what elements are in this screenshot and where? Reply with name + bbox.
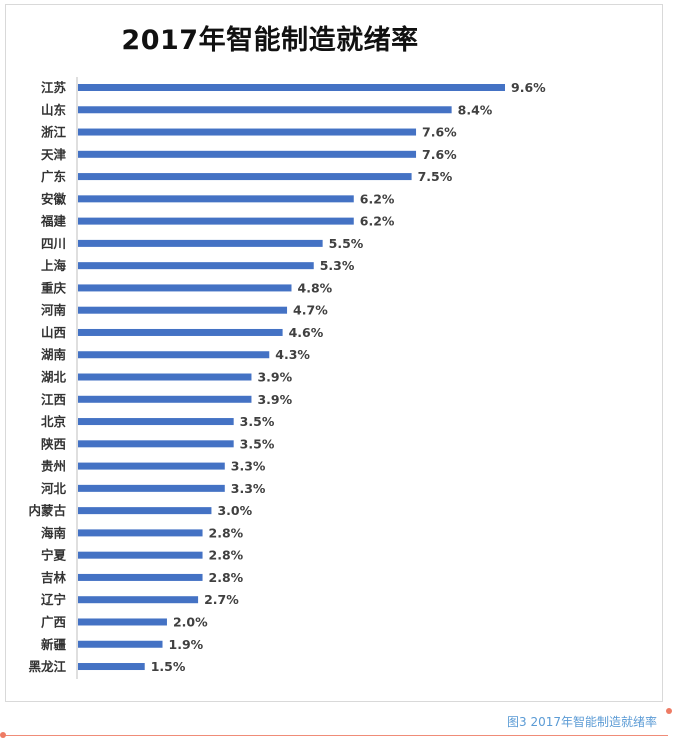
bar (78, 596, 199, 604)
category-label: 辽宁 (41, 592, 66, 607)
data-label: 2.0% (173, 614, 208, 629)
bar (78, 195, 354, 203)
caption-divider (2, 735, 668, 736)
bar (78, 84, 505, 91)
bar (78, 529, 203, 537)
data-label: 4.7% (293, 303, 328, 318)
chart-title: 2017年智能制造就绪率 (121, 25, 419, 56)
bar (78, 640, 163, 648)
data-label: 2.8% (209, 570, 244, 585)
bar (78, 418, 234, 426)
category-label: 浙江 (41, 125, 67, 140)
bar (78, 551, 203, 559)
bar (78, 507, 212, 515)
category-label: 吉林 (41, 570, 67, 585)
category-label: 江西 (41, 392, 66, 407)
category-label: 重庆 (41, 280, 67, 295)
bar (78, 373, 252, 381)
bar (78, 284, 292, 292)
bar (78, 262, 314, 270)
data-label: 2.8% (209, 548, 244, 563)
category-label: 广西 (41, 614, 66, 629)
data-label: 5.5% (329, 236, 364, 251)
category-label: 天津 (41, 147, 67, 162)
category-label: 江苏 (41, 80, 67, 95)
data-label: 2.8% (209, 525, 244, 540)
category-label: 湖北 (41, 370, 67, 385)
category-label: 山东 (41, 102, 67, 117)
bar-chart: 江苏 9.6% 山东 8.4% 浙江 7.6% 天津 7.6% 广东 7.5% 安徽 6.2% 福建 6.… (28, 77, 546, 679)
data-label: 4.3% (275, 347, 310, 362)
bar (78, 395, 252, 403)
data-label: 7.5% (418, 169, 453, 184)
category-label: 陕西 (41, 436, 66, 451)
bar (78, 173, 412, 181)
data-label: 2.7% (204, 592, 239, 607)
divider-dot-left (0, 732, 6, 738)
data-label: 3.5% (240, 436, 275, 451)
bar (78, 328, 283, 336)
data-label: 6.2% (360, 214, 395, 229)
divider-dot-right (666, 708, 672, 714)
category-label: 河北 (41, 481, 67, 496)
bar (78, 462, 225, 470)
data-label: 3.9% (257, 370, 292, 385)
bars-layer: 江苏 9.6% 山东 8.4% 浙江 7.6% 天津 7.6% 广东 7.5% 安徽 6.2% 福建 6.… (28, 80, 546, 674)
category-label: 福建 (40, 214, 67, 229)
data-label: 1.5% (151, 659, 186, 674)
category-label: 山西 (41, 325, 66, 340)
bar (78, 239, 323, 247)
bar (78, 440, 234, 448)
bar (78, 217, 354, 225)
bar (78, 351, 270, 359)
category-label: 宁夏 (41, 548, 67, 563)
bar (78, 128, 417, 136)
category-label: 黑龙江 (28, 659, 66, 674)
data-label: 7.6% (422, 147, 457, 162)
data-label: 4.6% (289, 325, 324, 340)
data-label: 3.3% (231, 459, 266, 474)
data-label: 3.9% (257, 392, 292, 407)
bar (78, 618, 167, 626)
data-label: 3.0% (217, 503, 252, 518)
category-label: 上海 (41, 258, 67, 273)
bar (78, 150, 417, 158)
data-label: 4.8% (298, 280, 333, 295)
category-label: 新疆 (41, 637, 67, 652)
bar (78, 573, 203, 581)
bar (78, 663, 145, 671)
data-label: 9.6% (511, 80, 546, 95)
category-label: 贵州 (41, 459, 66, 474)
category-label: 河南 (41, 303, 67, 318)
figure-caption: 图3 2017年智能制造就绪率 (507, 715, 657, 729)
category-label: 广东 (41, 169, 67, 184)
bar (78, 306, 288, 314)
data-label: 8.4% (458, 102, 493, 117)
data-label: 6.2% (360, 191, 395, 206)
category-label: 湖南 (41, 347, 67, 362)
data-label: 7.6% (422, 125, 457, 140)
bar (78, 106, 452, 114)
category-label: 海南 (41, 525, 67, 540)
category-label: 内蒙古 (28, 503, 66, 518)
data-label: 3.3% (231, 481, 266, 496)
bar (78, 484, 225, 492)
data-label: 3.5% (240, 414, 275, 429)
data-label: 1.9% (169, 637, 204, 652)
category-label: 安徽 (41, 191, 67, 206)
category-label: 四川 (41, 236, 66, 251)
data-label: 5.3% (320, 258, 355, 273)
category-label: 北京 (41, 414, 67, 429)
